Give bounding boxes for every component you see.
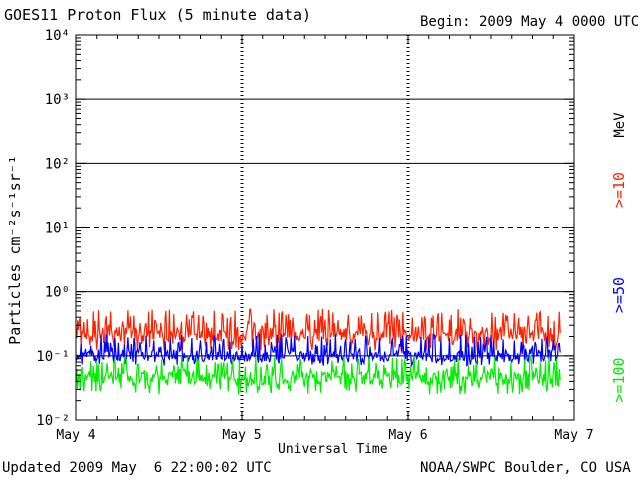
legend-entry: >=50 — [610, 277, 628, 313]
y-tick-label: 10⁻² — [36, 413, 70, 429]
legend-unit: MeV — [612, 112, 628, 138]
y-tick-label: 10¹ — [45, 221, 70, 237]
chart-title: GOES11 Proton Flux (5 minute data) — [4, 6, 312, 24]
x-tick-label: May 4 — [56, 428, 95, 443]
y-tick-label: 10⁴ — [45, 28, 70, 44]
series-layer — [75, 308, 561, 395]
legend-entry: >=10 — [610, 172, 628, 208]
x-tick-label: May 5 — [222, 428, 261, 443]
legend-entry: >=100 — [610, 357, 628, 402]
credit-text: NOAA/SWPC Boulder, CO USA — [420, 460, 631, 476]
tick-layer — [75, 35, 575, 421]
label-layer: 10⁻² 10⁻¹ 10⁰ 10¹ 10² 10³ 10⁴ May 4 May 5 May 6 Ma… — [6, 28, 628, 443]
x-tick-label: May 7 — [554, 428, 593, 443]
begin-time: Begin: 2009 May 4 0000 UTC — [420, 14, 640, 30]
x-axis-label: Universal Time — [278, 442, 388, 457]
grid-layer — [76, 35, 574, 420]
y-tick-label: 10² — [45, 156, 70, 172]
updated-timestamp: Updated 2009 May 6 22:00:02 UTC — [2, 460, 272, 476]
series-line — [75, 355, 561, 395]
x-tick-label: May 6 — [388, 428, 427, 443]
y-tick-label: 10⁰ — [45, 285, 70, 301]
series-line — [75, 308, 561, 351]
y-axis-label: Particles cm⁻²s⁻¹sr⁻¹ — [6, 155, 24, 345]
series-line — [75, 333, 561, 368]
y-tick-label: 10⁻¹ — [36, 349, 70, 365]
y-tick-label: 10³ — [45, 92, 70, 108]
